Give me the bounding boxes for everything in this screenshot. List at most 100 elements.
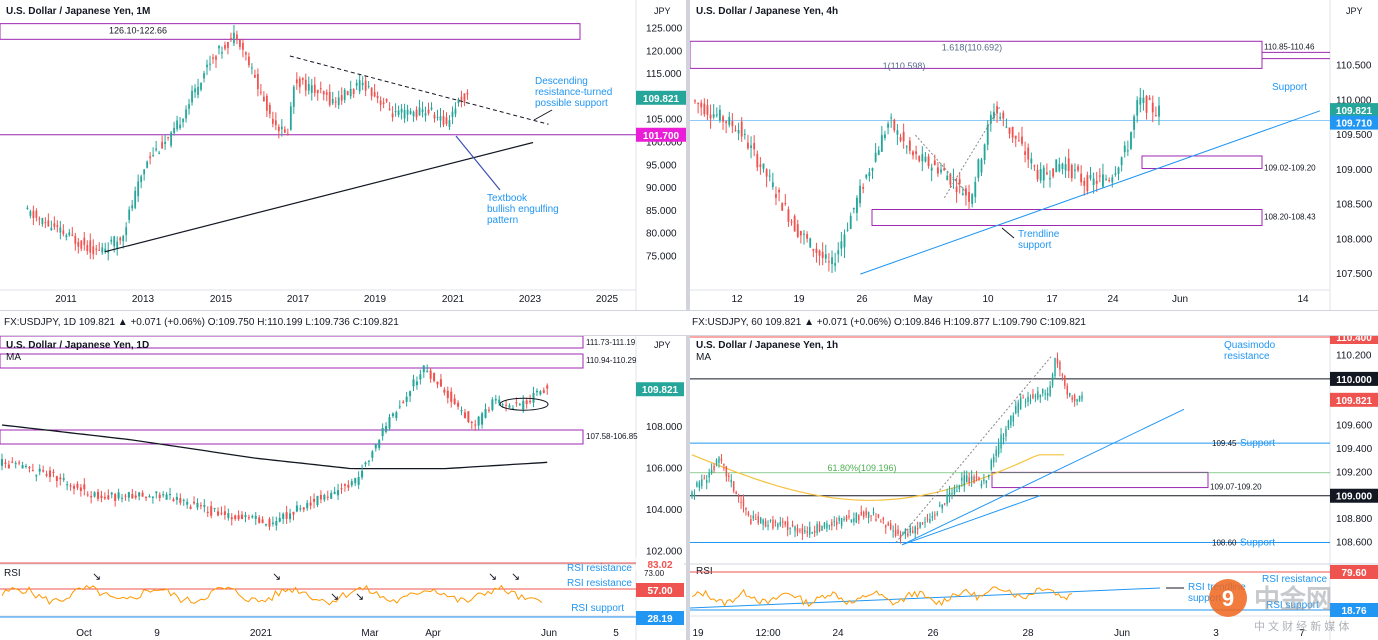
1h-x-tick: 12:00 [755,628,780,639]
4h-candle [1030,158,1033,164]
monthly-candle [382,102,385,105]
1h-support-level: 109.45 [1212,439,1237,448]
monthly-x-tick: 2021 [442,294,465,305]
4h-candle [821,252,824,258]
1h-candle [904,528,907,535]
four-hour-chart[interactable]: 110.85-110.46 1.618(110.692) 1(110.598) 109… [690,0,1378,310]
4h-candle [1021,136,1023,144]
monthly-chart-panel[interactable]: 126.10-122.66125.000120.000115.000110.00… [0,0,686,310]
4h-candle [946,175,949,181]
4h-y-tick: 108.000 [1336,234,1373,245]
1h-note-qm-2: resistance [1224,351,1270,362]
1h-x-tick: 7 [1299,628,1305,639]
monthly-candle [197,86,199,96]
monthly-chart[interactable]: 126.10-122.66125.000120.000115.000110.00… [0,0,686,310]
daily-candle [172,499,175,502]
daily-candle [35,475,38,477]
daily-candle [158,494,161,499]
daily-candle [0,459,4,466]
4h-candle [989,114,992,124]
monthly-candle [89,240,92,253]
monthly-candle [331,99,334,104]
daily-candle [165,494,168,500]
daily-candle [350,481,353,486]
watermark-subtitle: 中 文 财 经 新 媒 体 [1254,619,1349,633]
daily-last-price-tag: 109.821 [642,385,679,396]
monthly-zone-box [0,23,581,40]
monthly-candle [454,108,457,115]
1h-candle [916,527,919,530]
4h-candle [887,123,890,128]
4h-candle [918,156,921,162]
monthly-y-tick: 115.000 [646,69,682,80]
4h-fib-1618: 1.618(110.692) [942,42,1002,52]
daily-rsi-scale: 73.00 [644,569,665,578]
1h-rsi-note-3: RSI resistance [1262,574,1327,585]
monthly-candle [212,57,214,59]
monthly-candle [346,91,349,96]
daily-chart-panel[interactable]: 111.73-111.19 110.94-110.29 107.58-106.85 1… [0,336,686,640]
monthly-candle [209,63,211,65]
4h-candle [1033,165,1036,167]
monthly-candle [403,110,406,119]
daily-candle [234,515,237,520]
1h-candle [725,466,728,477]
daily-ma-label: MA [6,352,21,363]
monthly-candle [295,79,298,84]
monthly-candle [397,110,400,115]
1h-support-level: 108.60 [1212,538,1237,547]
monthly-level-tag-bg [636,127,686,142]
daily-candle [546,385,549,389]
4h-candle [784,203,787,205]
monthly-note-engulf-3: pattern [487,215,518,226]
daily-candle [398,406,401,408]
4h-candle [837,250,840,255]
4h-candle [893,119,896,131]
1h-candle [961,477,963,481]
monthly-candle [56,225,59,227]
4h-candle [986,124,989,145]
horizontal-divider: FX:USDJPY, 1D 109.821 ▲ +0.071 (+0.06%) … [0,310,1378,336]
1h-last-price-tag-bg [1330,392,1378,407]
daily-chart[interactable]: 111.73-111.19 110.94-110.29 107.58-106.85 1… [0,336,686,640]
4h-candle [1136,100,1139,116]
monthly-y-tick: 80.000 [646,229,677,240]
daily-candle [28,466,31,469]
1h-zone-box [991,471,1209,489]
monthly-candle [418,107,421,116]
4h-candle [1024,151,1027,155]
1h-candle [1056,358,1059,364]
4h-candle [877,150,880,155]
monthly-candle [134,190,137,208]
monthly-candle [50,227,53,231]
1h-candle [779,522,782,526]
4h-candle [771,182,774,187]
4h-candle [974,181,977,198]
daily-candle [261,519,264,523]
4h-candle [703,103,706,115]
daily-candle [330,492,333,499]
daily-candle [220,512,223,514]
monthly-candle [406,109,409,115]
monthly-candle [251,67,253,69]
four-hour-chart-panel[interactable]: 110.85-110.46 1.618(110.692) 1(110.598) 109… [690,0,1378,310]
daily-candle [107,495,110,500]
monthly-candle [185,109,187,119]
hourly-chart-panel[interactable]: 109.45 108.60 109.07-109.20 61.80%(109.196)… [690,336,1378,640]
4h-candle [899,137,902,141]
monthly-candle [322,91,325,95]
1h-candle [1039,394,1042,398]
daily-candle [175,496,178,500]
daily-candle [429,370,432,379]
monthly-candle [152,155,155,157]
1h-109-tag-bg [1330,488,1378,503]
daily-candle [491,399,494,410]
daily-candle [7,464,10,469]
1h-candle [1081,395,1083,400]
1h-candle [921,522,924,524]
1h-rsi-79-tag: 79.60 [1341,568,1366,579]
4h-candle [700,102,703,108]
1h-x-tick: 24 [832,628,844,639]
daily-candle [313,498,316,502]
daily-rsi-label: RSI [4,568,21,579]
